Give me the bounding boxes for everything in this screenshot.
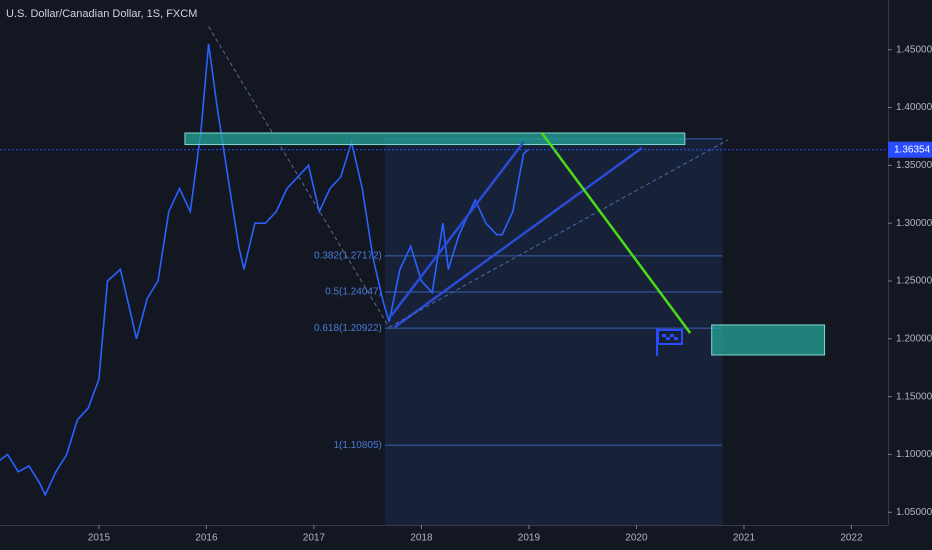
x-tick-label: 2016	[195, 533, 218, 544]
drawing-line	[540, 132, 692, 334]
chart-title: U.S. Dollar/Canadian Dollar, 1S, FXCM	[6, 8, 197, 20]
zone	[184, 132, 686, 146]
y-tick-label: 1.40000	[896, 102, 932, 113]
last-price-label: 1.36354	[894, 144, 931, 155]
flag-icon	[656, 328, 683, 356]
y-tick-label: 1.05000	[896, 507, 932, 518]
x-tick-label: 2015	[88, 533, 111, 544]
fib-level-label: 0.382(1.27172)	[314, 251, 382, 262]
y-tick-label: 1.35000	[896, 160, 932, 171]
y-tick-label: 1.45000	[896, 44, 932, 55]
x-tick-label: 2017	[303, 533, 326, 544]
y-tick-label: 1.25000	[896, 276, 932, 287]
x-tick-label: 2020	[625, 533, 648, 544]
y-tick-label: 1.30000	[896, 218, 932, 229]
fib-level-label: 1(1.10805)	[333, 440, 381, 451]
x-tick-label: 2021	[733, 533, 756, 544]
price-line	[0, 43, 530, 497]
fib-level-label: 0.5(1.24047)	[325, 287, 382, 298]
fib-range-shade	[384, 138, 723, 525]
x-tick-label: 2019	[518, 533, 541, 544]
x-tick-label: 2022	[840, 533, 863, 544]
drawing-line	[393, 147, 643, 329]
drawing-line	[390, 141, 525, 317]
y-tick-label: 1.10000	[896, 449, 932, 460]
last-price-box	[888, 141, 932, 158]
y-tick-label: 1.20000	[896, 333, 932, 344]
zone	[711, 324, 826, 356]
drawing-line	[208, 26, 390, 328]
fib-level-label: 0.618(1.20922)	[314, 323, 382, 334]
x-tick-label: 2018	[410, 533, 433, 544]
drawing-line	[388, 139, 729, 328]
y-tick-label: 1.15000	[896, 391, 932, 402]
